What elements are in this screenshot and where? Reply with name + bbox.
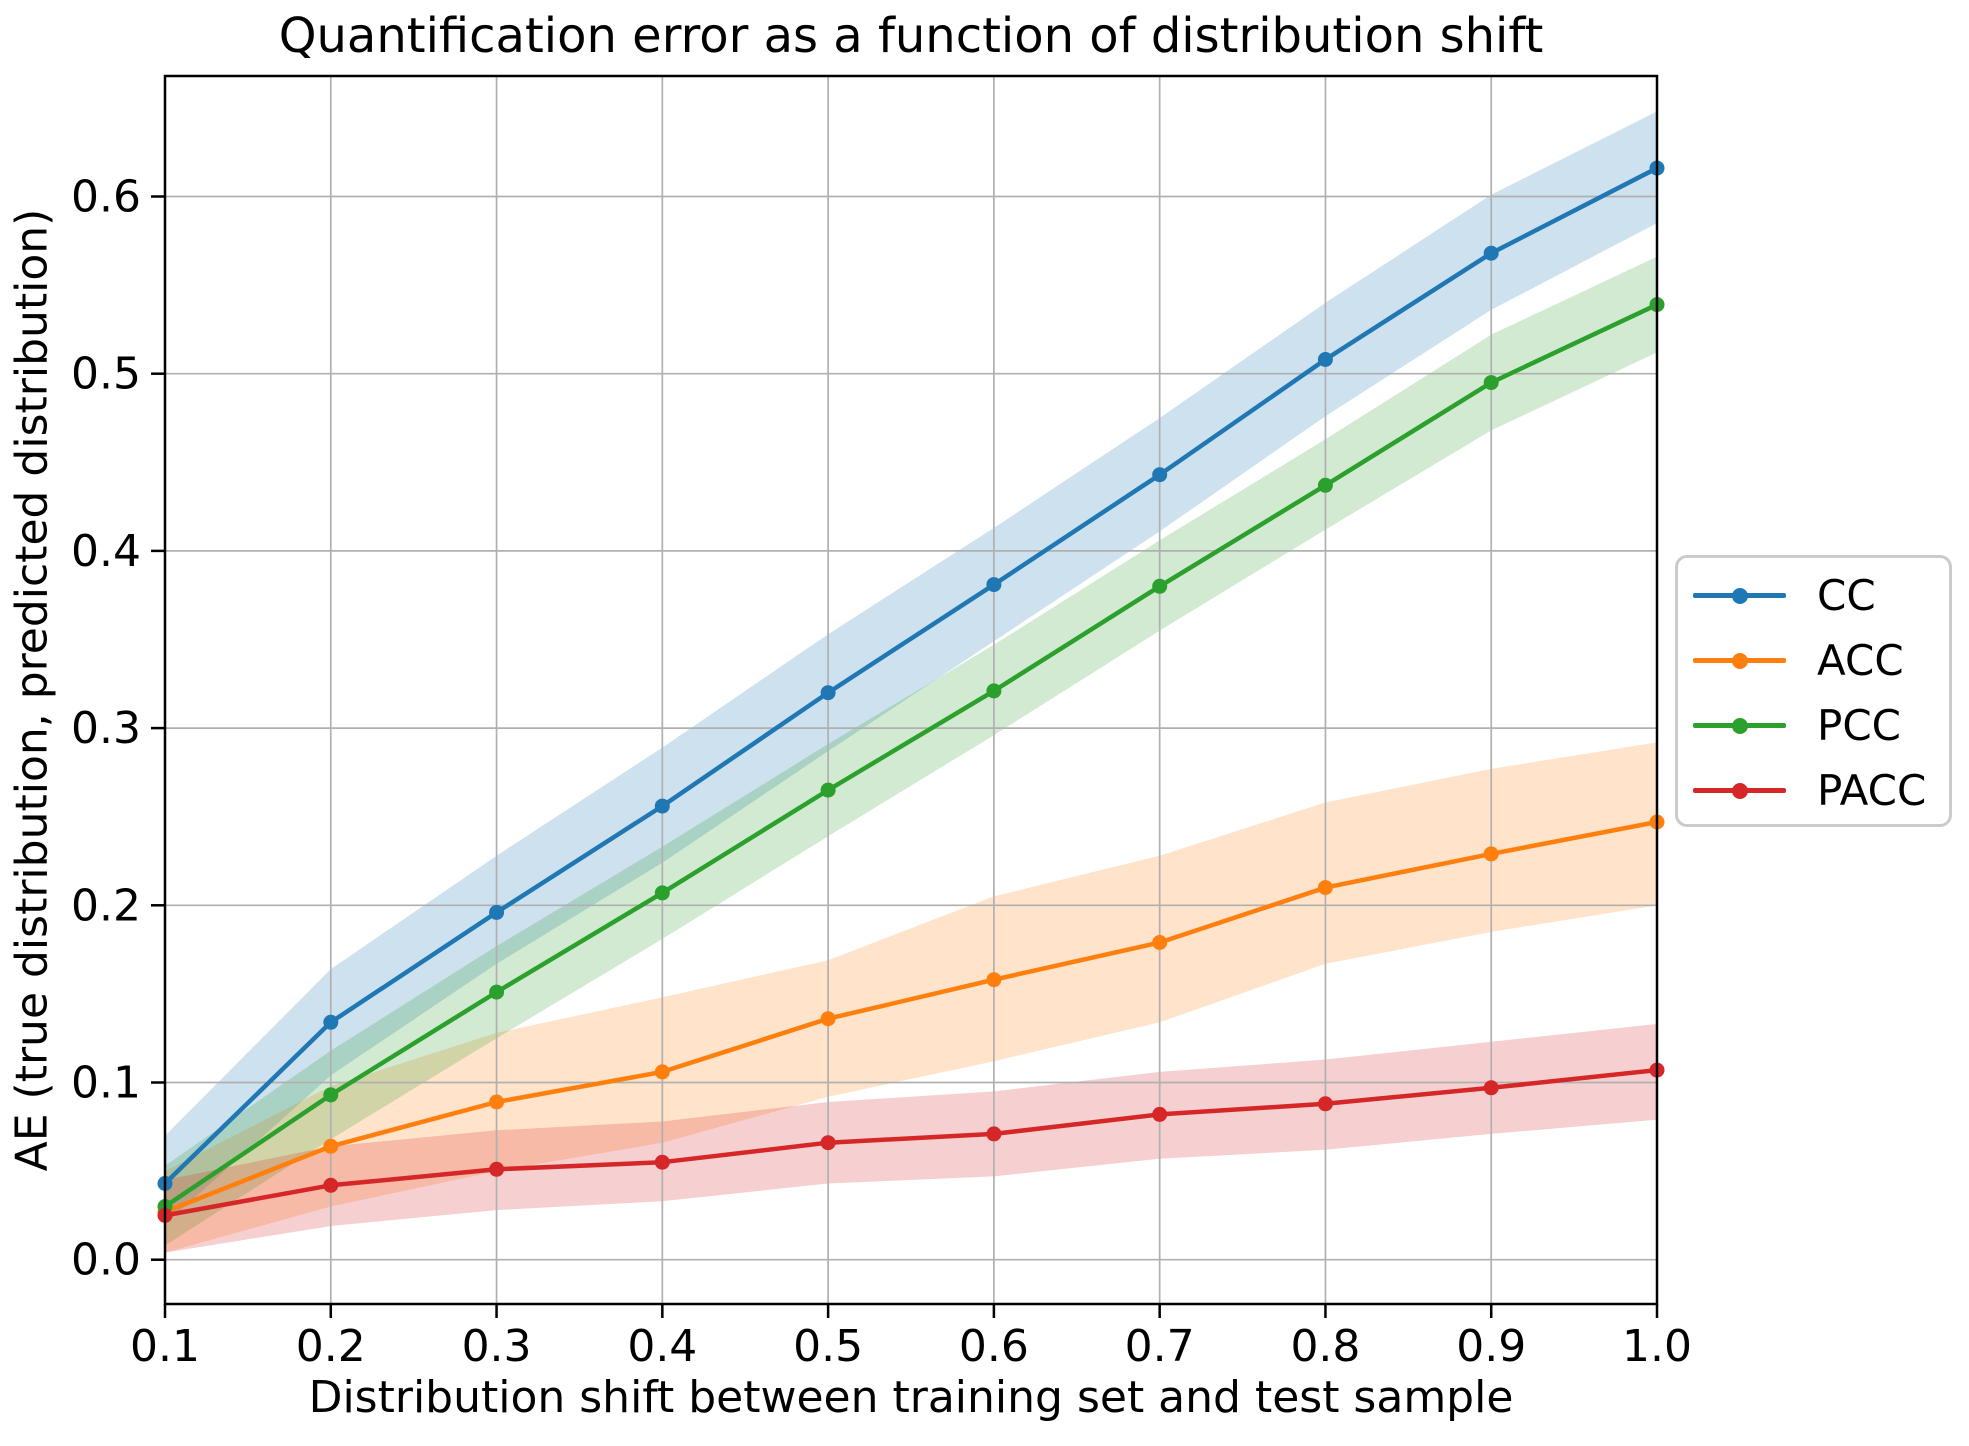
legend-item-ACC: ACC bbox=[1693, 628, 1949, 693]
data-point-ACC bbox=[323, 1138, 339, 1154]
y-axis-label: AE (true distribution, predicted distrib… bbox=[6, 208, 58, 1172]
data-point-PACC bbox=[1483, 1080, 1499, 1096]
x-tick-label: 1.0 bbox=[1622, 1321, 1692, 1372]
data-point-PCC bbox=[323, 1087, 339, 1103]
x-tick-label: 0.1 bbox=[130, 1321, 200, 1372]
data-point-CC bbox=[489, 904, 505, 920]
legend-label: CC bbox=[1817, 570, 1876, 620]
x-axis-label: Distribution shift between training set … bbox=[308, 1372, 1514, 1423]
data-point-PCC bbox=[654, 885, 670, 901]
data-point-ACC bbox=[1317, 880, 1333, 896]
confidence-band-PCC bbox=[165, 256, 1657, 1246]
y-tick-label: 0.0 bbox=[71, 1235, 141, 1286]
series-line-ACC bbox=[162, 819, 1660, 1215]
legend-line-swatch bbox=[1693, 782, 1786, 799]
data-point-CC bbox=[820, 685, 836, 701]
y-tick-label: 0.1 bbox=[71, 1057, 141, 1108]
legend-item-CC: CC bbox=[1693, 563, 1949, 628]
data-point-PCC bbox=[820, 782, 836, 798]
data-point-ACC bbox=[1483, 846, 1499, 862]
data-point-PCC bbox=[1483, 375, 1499, 391]
data-point-PCC bbox=[986, 683, 1002, 699]
legend-line-swatch bbox=[1693, 717, 1786, 734]
y-tick-label: 0.4 bbox=[71, 526, 141, 577]
legend-marker-dot bbox=[1731, 782, 1748, 799]
data-point-ACC bbox=[1152, 935, 1168, 950]
data-point-ACC bbox=[654, 1064, 670, 1080]
legend-line-swatch bbox=[1693, 652, 1786, 669]
x-tick-label: 0.9 bbox=[1456, 1321, 1526, 1372]
data-point-PCC bbox=[1152, 578, 1168, 594]
data-point-PACC bbox=[654, 1154, 670, 1170]
x-tick-label: 0.2 bbox=[296, 1321, 366, 1372]
data-point-PACC bbox=[489, 1161, 505, 1177]
x-tick-label: 0.3 bbox=[462, 1321, 532, 1372]
data-point-PCC bbox=[1317, 477, 1333, 493]
legend-item-PACC: PACC bbox=[1693, 758, 1949, 823]
data-point-CC bbox=[1483, 245, 1499, 261]
data-point-CC bbox=[1152, 467, 1168, 483]
legend-label: ACC bbox=[1817, 635, 1904, 685]
y-tick-label: 0.6 bbox=[71, 171, 141, 222]
x-tick-label: 0.7 bbox=[1125, 1321, 1195, 1372]
data-point-ACC bbox=[986, 972, 1002, 988]
data-point-PACC bbox=[323, 1177, 339, 1193]
chart-title: Quantification error as a function of di… bbox=[278, 8, 1544, 64]
data-point-PACC bbox=[986, 1126, 1002, 1142]
legend-marker-dot bbox=[1731, 717, 1748, 734]
legend-item-PCC: PCC bbox=[1693, 693, 1949, 758]
y-tick-label: 0.5 bbox=[71, 349, 141, 400]
x-tick-label: 0.6 bbox=[959, 1321, 1029, 1372]
data-point-CC bbox=[986, 577, 1002, 593]
x-tick-label: 0.8 bbox=[1290, 1321, 1360, 1372]
y-tick-label: 0.2 bbox=[71, 880, 141, 931]
data-point-CC bbox=[323, 1014, 339, 1030]
legend-label: PCC bbox=[1817, 700, 1901, 750]
legend: CC ACC PCC PACC bbox=[1675, 555, 1952, 827]
series-line-PCC bbox=[162, 302, 1660, 1209]
data-point-CC bbox=[1317, 352, 1333, 367]
data-point-PACC bbox=[1317, 1096, 1333, 1112]
series-line-CC bbox=[162, 165, 1660, 1186]
data-point-PACC bbox=[1152, 1106, 1168, 1122]
x-tick-label: 0.4 bbox=[627, 1321, 697, 1372]
y-tick-label: 0.3 bbox=[71, 703, 141, 754]
legend-line-swatch bbox=[1693, 587, 1786, 604]
data-point-PACC bbox=[820, 1135, 836, 1151]
data-point-ACC bbox=[489, 1094, 505, 1110]
data-point-PCC bbox=[489, 984, 505, 1000]
legend-label: PACC bbox=[1817, 765, 1927, 815]
data-point-CC bbox=[654, 798, 670, 814]
series-line-PACC bbox=[162, 1067, 1660, 1218]
x-tick-label: 0.5 bbox=[793, 1321, 863, 1372]
legend-marker-dot bbox=[1731, 652, 1748, 669]
legend-marker-dot bbox=[1731, 587, 1748, 604]
data-point-ACC bbox=[820, 1011, 836, 1027]
plot-border bbox=[163, 74, 1659, 1306]
